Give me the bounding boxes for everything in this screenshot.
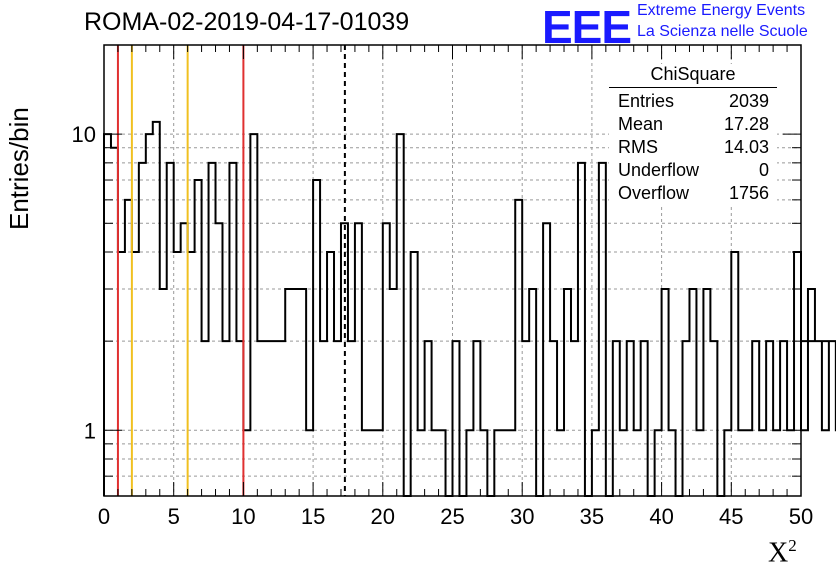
x-tick-label: 45 — [719, 504, 743, 529]
x-tick-label: 35 — [580, 504, 604, 529]
stats-label: Underflow — [618, 160, 700, 180]
eee-logo: EEE — [542, 1, 632, 53]
stats-value: 14.03 — [723, 137, 769, 157]
x-tick-label: 20 — [371, 504, 395, 529]
stats-row-rms: RMS 14.03 — [609, 136, 777, 159]
logo-subtitle-2: La Scienza nelle Scuole — [637, 23, 808, 40]
stats-row-entries: Entries 2039 — [609, 90, 777, 113]
stats-title: ChiSquare — [609, 64, 777, 88]
x-tick-label: 40 — [649, 504, 673, 529]
stats-box: ChiSquare Entries 2039 Mean 17.28 RMS 14… — [609, 64, 777, 205]
x-tick-label: 0 — [98, 504, 110, 529]
x-tick-label: 30 — [510, 504, 534, 529]
stats-label: Overflow — [618, 183, 690, 203]
stats-row-overflow: Overflow 1756 — [609, 182, 777, 205]
stats-label: Mean — [618, 114, 664, 134]
x-tick-label: 15 — [301, 504, 325, 529]
stats-value: 1756 — [728, 183, 769, 203]
logo-subtitle-1: Extreme Energy Events — [637, 2, 806, 19]
y-tick-label: 1 — [84, 418, 96, 443]
stats-label: RMS — [618, 137, 658, 157]
stats-row-underflow: Underflow 0 — [609, 159, 777, 182]
x-tick-label: 10 — [231, 504, 255, 529]
x-tick-label: 25 — [440, 504, 464, 529]
x-axis-label: X2 — [768, 536, 797, 569]
stats-value: 2039 — [728, 91, 769, 111]
stats-value: 0 — [758, 160, 769, 180]
stats-row-mean: Mean 17.28 — [609, 113, 777, 136]
x-axis-label-superscript: 2 — [788, 536, 797, 555]
run-title: ROMA-02-2019-04-17-01039 — [84, 8, 410, 36]
x-axis-label-base: X — [768, 537, 789, 569]
stats-value: 17.28 — [723, 114, 769, 134]
y-axis-label: Entries/bin — [4, 107, 34, 230]
x-tick-label: 50 — [789, 504, 813, 529]
stats-label: Entries — [618, 91, 675, 111]
x-tick-label: 5 — [168, 504, 180, 529]
y-tick-label: 10 — [72, 122, 96, 147]
